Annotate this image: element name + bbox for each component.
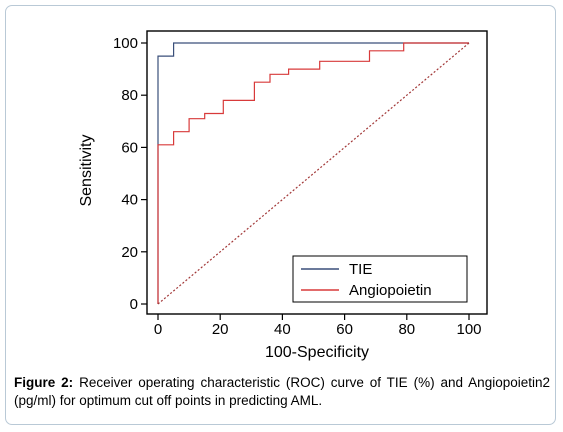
- x-tick-label: 40: [274, 321, 291, 338]
- plot-area: 0 20 40 60 80 100 0 20 40 60 80 100 100-Specificity S…: [78, 30, 488, 361]
- x-tick-label: 0: [154, 321, 162, 338]
- figure-caption: Figure 2: Receiver operating characteris…: [14, 374, 550, 410]
- caption-text: Receiver operating characteristic (ROC) …: [14, 375, 550, 408]
- x-tick-label: 20: [212, 321, 229, 338]
- y-tick-label: 40: [121, 192, 138, 209]
- y-tick-label: 20: [121, 244, 138, 261]
- x-axis-label: 100-Specificity: [265, 344, 369, 361]
- roc-chart: 0 20 40 60 80 100 0 20 40 60 80 100 100-Specificity S…: [78, 30, 488, 361]
- legend-label: Angiopoietin: [349, 282, 432, 299]
- series-line-angiopoietin: [157, 42, 469, 304]
- caption-label: Figure 2:: [14, 375, 74, 390]
- y-tick-label: 0: [130, 296, 138, 313]
- y-axis-label: Sensitivity: [78, 134, 95, 206]
- plot-frame: [146, 30, 488, 315]
- figure-frame: [5, 5, 556, 425]
- y-tick-label: 60: [121, 139, 138, 156]
- x-tick-label: 60: [336, 321, 353, 338]
- x-tick-label: 80: [398, 321, 415, 338]
- legend-label: TIE: [349, 261, 372, 278]
- y-tick-label: 100: [113, 35, 138, 52]
- legend-box: [292, 255, 468, 303]
- x-tick-label: 100: [456, 321, 481, 338]
- series-line-tie: [157, 42, 469, 304]
- y-tick-label: 80: [121, 87, 138, 104]
